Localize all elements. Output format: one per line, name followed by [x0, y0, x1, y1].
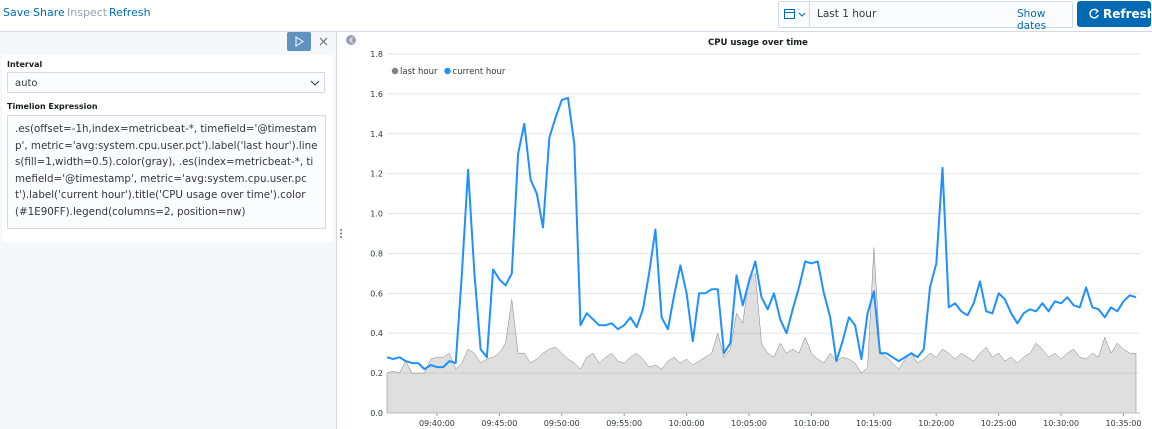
interval-label: Interval [7, 60, 43, 69]
dot [340, 232, 342, 235]
calendar-icon [784, 9, 795, 19]
y-tick-label: 1.8 [370, 50, 383, 59]
time-range[interactable]: Last 1 hour [817, 8, 877, 20]
refresh-button[interactable]: Refresh [1077, 1, 1152, 27]
y-tick-label: 0.2 [370, 369, 383, 378]
y-tick-label: 0.0 [370, 409, 383, 418]
refresh-icon [1089, 8, 1099, 19]
editor-card: Interval auto Timelion Expression .es(of… [2, 55, 333, 242]
x-tick-label: 10:35:00 [1106, 419, 1142, 428]
top-bar: Save Share Inspect Refresh Last 1 hour S… [0, 0, 1152, 32]
legend-label: last hour [400, 67, 438, 77]
y-tick-label: 1.2 [370, 170, 383, 179]
y-tick-label: 0.8 [370, 249, 383, 258]
run-button[interactable] [287, 32, 311, 51]
chevron [310, 80, 320, 86]
editor-panel: Interval auto Timelion Expression .es(of… [0, 32, 337, 429]
y-tick-label: 1.6 [370, 90, 383, 99]
x-tick-label: 09:50:00 [544, 419, 580, 428]
dot [340, 236, 342, 238]
refresh-label: Refresh [1103, 7, 1152, 21]
play-icon [295, 36, 304, 47]
interval-value: auto [15, 78, 38, 89]
save-link[interactable]: Save [3, 6, 31, 19]
legend-marker [444, 67, 451, 75]
kebab-menu[interactable] [337, 225, 345, 241]
refresh-link[interactable]: Refresh [109, 6, 151, 19]
date-picker: Last 1 hour Show dates [778, 1, 1073, 32]
calendar-button[interactable] [783, 7, 809, 22]
collapse-button[interactable] [346, 35, 356, 45]
chevron [798, 12, 806, 17]
x-tick-label: 09:40:00 [419, 419, 455, 428]
x-tick-label: 10:25:00 [981, 419, 1017, 428]
refresh-arrow [1094, 8, 1099, 14]
expression-label: Timelion Expression [7, 102, 98, 111]
x-tick-label: 10:30:00 [1043, 419, 1079, 428]
legend-label: current hour [453, 67, 506, 77]
expression-editor[interactable]: .es(offset=-1h,index=metricbeat-*, timef… [7, 115, 326, 229]
divider [809, 2, 810, 27]
x-tick-label: 10:15:00 [856, 419, 892, 428]
series-line [386, 96, 1137, 371]
y-tick-label: 0.4 [370, 329, 383, 338]
x-tick-label: 10:20:00 [918, 419, 954, 428]
series-area [386, 247, 1137, 414]
chart-title: CPU usage over time [708, 38, 808, 48]
y-tick-label: 1.0 [370, 210, 383, 219]
inspect-link[interactable]: Inspect [67, 6, 108, 19]
legend-marker [391, 67, 399, 75]
close-button[interactable] [318, 36, 329, 47]
y-tick-label: 1.4 [370, 130, 383, 139]
select-arrow [310, 80, 320, 86]
show-dates[interactable]: Show dates [1017, 8, 1047, 32]
share-link[interactable]: Share [33, 6, 65, 19]
interval-select[interactable]: auto [7, 72, 325, 93]
dot [340, 229, 342, 231]
x-tick-label: 09:45:00 [481, 419, 517, 428]
x-tick-label: 09:55:00 [606, 419, 642, 428]
y-tick-label: 0.6 [370, 289, 383, 298]
x-tick-label: 10:05:00 [731, 419, 767, 428]
x-tick-label: 10:00:00 [669, 419, 705, 428]
close-icon [319, 37, 328, 46]
play-shape [295, 36, 304, 47]
x-tick-label: 10:10:00 [793, 419, 829, 428]
collapse-icon [349, 37, 353, 43]
